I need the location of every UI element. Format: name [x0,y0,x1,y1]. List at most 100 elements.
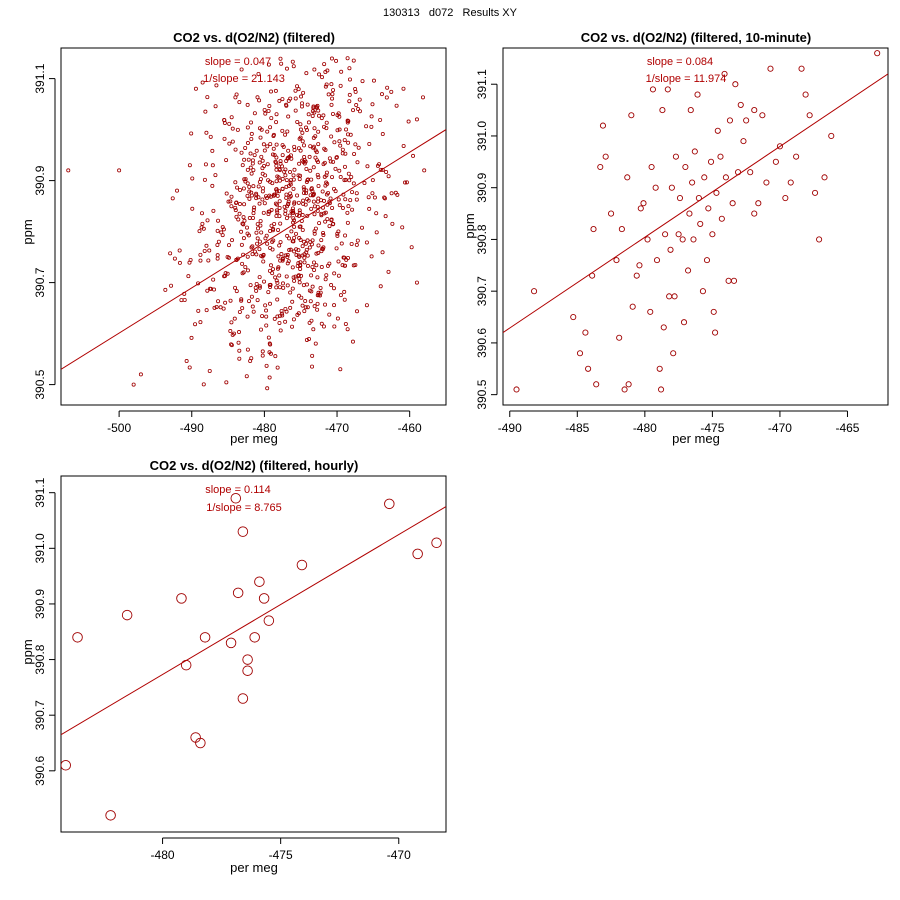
data-point [268,284,273,289]
data-point [343,233,348,238]
y-tick-label: 391.1 [33,477,47,507]
data-point [386,269,391,274]
data-point [327,156,332,161]
data-point [249,294,254,299]
data-point [254,281,259,286]
data-point [264,308,269,313]
data-point [265,129,270,134]
data-point [258,327,263,332]
data-point [345,220,350,225]
data-point [346,119,351,124]
data-point [344,127,349,132]
data-point [369,124,374,129]
data-point [357,97,362,102]
data-point [269,223,274,228]
data-point [199,632,211,643]
data-point [285,252,290,257]
data-point [271,146,276,151]
data-point [342,297,347,302]
data-point [414,280,419,285]
data-point [304,247,309,252]
data-point [782,194,789,202]
data-point [644,236,651,243]
data-point [531,288,538,295]
data-point [726,117,733,124]
data-point [340,151,345,156]
data-point [245,347,250,352]
data-point [274,120,279,125]
data-point [680,319,688,326]
data-point [334,58,339,63]
data-point [258,223,263,228]
data-point [280,97,285,102]
data-point [345,132,350,137]
data-point [242,157,247,162]
data-point [269,116,274,121]
y-axis-label: ppm [20,639,35,664]
data-point [319,321,324,326]
data-point [298,238,303,243]
data-point [272,221,277,226]
data-point [274,160,279,165]
data-point [330,96,335,101]
data-point [722,174,729,181]
data-point [206,258,211,263]
data-point [273,354,278,359]
data-point [249,120,254,125]
data-point [625,381,632,388]
data-point [305,253,310,258]
data-point [226,243,231,248]
x-tick-label: -460 [398,421,422,435]
data-point [220,225,225,230]
data-point [245,225,250,230]
data-point [295,84,300,89]
data-point [267,350,272,355]
data-point [324,192,329,197]
data-point [275,210,280,215]
data-point [252,153,257,158]
data-point [346,171,351,176]
data-point [248,165,253,170]
data-point [298,266,303,271]
data-point [292,144,297,149]
data-point [335,231,340,236]
data-point [300,139,305,144]
y-tick-label: 390.8 [475,224,489,254]
data-point [291,220,296,225]
data-point [806,112,813,119]
data-point [406,119,411,124]
data-point [61,760,71,771]
data-point [362,181,367,186]
data-point [225,637,237,649]
data-point [302,155,307,160]
data-point [367,141,372,146]
data-point [264,363,269,368]
data-point [249,137,254,142]
data-point [240,221,245,226]
y-tick-label: 390.7 [33,267,47,297]
data-point [274,208,279,213]
data-point [177,248,182,253]
y-tick-label: 391.1 [33,63,47,93]
data-point [301,283,306,288]
data-point [265,144,270,149]
data-point [268,245,273,250]
y-tick-label: 390.9 [33,589,47,619]
data-point [755,200,762,207]
data-point [275,314,280,319]
data-point [316,108,321,113]
data-point [238,187,243,192]
data-point [235,185,240,190]
data-point [348,198,353,203]
data-point [322,160,327,165]
data-point [747,169,754,176]
data-point [292,235,297,240]
data-point [298,224,303,229]
data-point [273,88,278,93]
y-axis-label: ppm [462,213,477,238]
data-point [230,238,235,243]
data-point [237,100,242,105]
data-point [301,198,306,203]
data-point [296,173,301,178]
data-point [284,216,289,221]
